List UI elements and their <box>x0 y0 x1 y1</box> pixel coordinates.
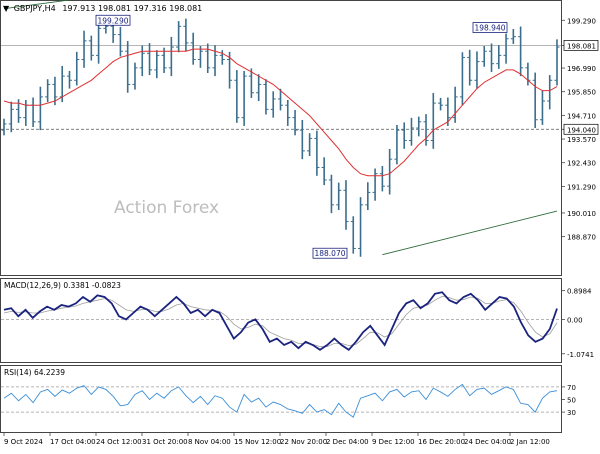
price-annotation-box <box>472 22 508 33</box>
price-axis-label: 195.850 <box>567 89 596 97</box>
price-axis: 199.290 198.081 196.990 195.850 194.710 194.0… <box>561 17 599 242</box>
price-axis-marker <box>563 123 599 135</box>
price-axis-label: 194.710 <box>567 112 596 120</box>
channel-lower-line <box>382 210 558 256</box>
rsi-plot: 70 50 30 <box>1 383 576 418</box>
time-axis-label: 8 Nov 04:00 <box>188 438 231 446</box>
ohlc-values: 197.913 198.081 197.316 198.081 <box>62 4 202 13</box>
watermark: Action Forex <box>114 198 219 218</box>
rsi-axis-label: 70 <box>567 384 576 392</box>
moving-average-line <box>3 48 558 177</box>
time-axis-label: 15 Nov 12:00 <box>234 438 281 446</box>
time-axis-label: 2 Jan 12:00 <box>510 438 550 446</box>
time-axis-label: 16 Dec 20:00 <box>418 438 465 446</box>
time-axis: 9 Oct 2024 17 Oct 04:00 24 Oct 12:00 31 Oct… <box>3 432 550 446</box>
macd-plot: 0.8984 0.00 -1.0741 <box>1 288 594 359</box>
symbol-label: GBPJPY,H4 <box>14 4 56 13</box>
rsi-axis-label: 30 <box>567 409 576 417</box>
price-annotation-label: 188.070 <box>314 249 345 258</box>
rsi-line <box>3 383 558 418</box>
chart-header: ▼ GBPJPY,H4 197.913 198.081 197.316 198.… <box>3 4 202 13</box>
price-annotation-label: 199.290 <box>97 16 128 25</box>
price-axis-label: 199.290 <box>567 17 596 25</box>
price-annotation: 199.290 <box>95 14 131 26</box>
macd-line <box>3 291 558 351</box>
price-axis-label: 196.990 <box>567 65 596 73</box>
price-axis-label: 192.430 <box>567 160 596 168</box>
macd-label: MACD(12,26,9) 0.3381 -0.0823 <box>4 281 121 290</box>
price-panel-frame <box>0 0 562 276</box>
price-axis-marker <box>563 40 599 51</box>
price-annotation-box <box>312 247 348 259</box>
time-axis-label: 9 Oct 2024 <box>4 438 43 446</box>
macd-signal-line <box>3 295 558 348</box>
time-axis-label: 24 Oct 12:00 <box>96 438 142 446</box>
price-axis-label: 198.081 <box>567 42 596 50</box>
time-axis-label: 22 Nov 20:00 <box>280 438 327 446</box>
price-plot: 199.290 198.940 188.070 <box>1 0 561 259</box>
price-axis-label: 188.870 <box>567 234 596 242</box>
price-axis-label: 194.040 <box>567 126 596 134</box>
rsi-panel-frame <box>0 365 562 433</box>
price-annotation-box <box>95 14 131 26</box>
price-annotation-label: 198.940 <box>474 24 505 33</box>
price-axis-label: 191.290 <box>567 183 596 191</box>
macd-panel-frame <box>0 278 562 363</box>
price-annotation: 188.070 <box>312 247 348 259</box>
time-axis-label: 24 Dec 04:00 <box>464 438 511 446</box>
macd-axis-label: 0.00 <box>567 316 583 324</box>
time-axis-label: 17 Oct 04:00 <box>50 438 96 446</box>
price-annotation: 198.940 <box>472 22 508 33</box>
time-axis-label: 9 Dec 12:00 <box>372 438 415 446</box>
rsi-label: RSI(14) 64.2239 <box>4 368 65 377</box>
channel-upper-line <box>3 0 73 10</box>
rsi-axis-label: 50 <box>567 397 576 405</box>
triangle-down-icon: ▼ <box>3 4 10 13</box>
time-axis-label: 2 Dec 04:00 <box>326 438 369 446</box>
price-axis-label: 190.010 <box>567 210 596 218</box>
macd-axis-label: -1.0741 <box>567 351 594 359</box>
price-axis-label: 193.570 <box>567 136 596 144</box>
time-axis-label: 31 Oct 20:00 <box>142 438 188 446</box>
macd-axis-label: 0.8984 <box>567 288 592 296</box>
